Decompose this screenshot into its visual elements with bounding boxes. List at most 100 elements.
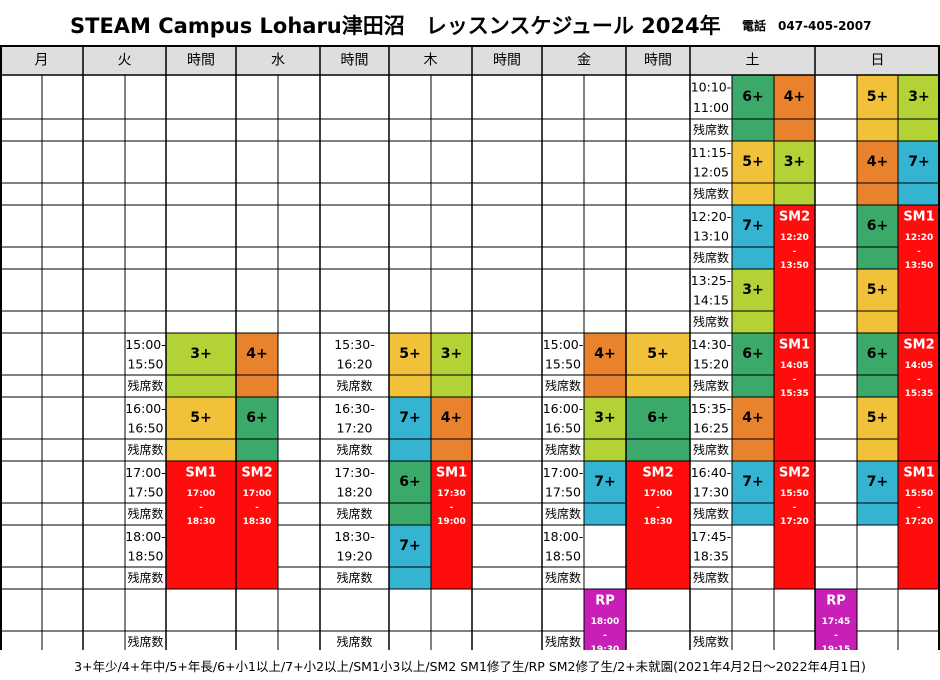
time-start: 18:00- bbox=[543, 529, 584, 544]
time-end: 17:20 bbox=[336, 421, 372, 436]
special-end: 17:20 bbox=[905, 517, 934, 527]
header-cell: 時間 bbox=[187, 53, 215, 69]
special-start: 18:00 bbox=[591, 617, 620, 627]
special-label: SM2 bbox=[779, 466, 810, 481]
special-end: 15:35 bbox=[905, 389, 934, 399]
special-dash: - bbox=[793, 503, 797, 513]
time-end: 16:20 bbox=[336, 357, 372, 372]
class-block bbox=[626, 397, 690, 461]
special-label: SM2 bbox=[642, 466, 673, 481]
phone-info: 電話 047-405-2007 bbox=[742, 17, 871, 34]
class-block bbox=[774, 75, 815, 141]
class-block bbox=[166, 333, 236, 397]
remaining-seats-label: 残席数 bbox=[127, 506, 163, 521]
special-end: 13:50 bbox=[780, 261, 809, 271]
special-dash: - bbox=[656, 503, 660, 513]
special-dash: - bbox=[917, 247, 921, 257]
class-label: 5+ bbox=[867, 282, 888, 298]
footer-legend: 3+年少/4+年中/5+年長/6+小1以上/7+小2以上/SM1小3以上/SM2… bbox=[74, 659, 866, 674]
class-label: 5+ bbox=[867, 410, 888, 426]
time-end: 16:50 bbox=[545, 421, 581, 436]
remaining-seats-label: 残席数 bbox=[693, 634, 729, 649]
class-block bbox=[857, 269, 898, 333]
schedule-fills bbox=[0, 46, 940, 650]
time-start: 18:00- bbox=[125, 529, 166, 544]
special-end: 13:50 bbox=[905, 261, 934, 271]
header-cell: 火 bbox=[118, 53, 132, 69]
class-label: 5+ bbox=[399, 346, 420, 362]
remaining-seats-label: 残席数 bbox=[336, 442, 372, 457]
class-label: 3+ bbox=[908, 89, 929, 105]
class-label: 4+ bbox=[867, 154, 888, 170]
special-label: RP bbox=[595, 594, 615, 609]
class-label: 4+ bbox=[246, 346, 267, 362]
class-label: 3+ bbox=[594, 410, 615, 426]
class-block bbox=[774, 141, 815, 205]
class-block bbox=[626, 333, 690, 397]
schedule-table: 3+ 4+ 5+ 6+ 5+ 3+ 7+ 4+ 6+ 7+ 4+ 5+ 3+ 6+ 7+ 6+ 4+ 5+ 3+ 7+… bbox=[0, 45, 940, 650]
phone-number: 047-405-2007 bbox=[778, 19, 872, 33]
special-label: RP bbox=[826, 594, 846, 609]
special-label: SM2 bbox=[903, 338, 934, 353]
time-start: 15:30- bbox=[334, 337, 375, 352]
special-block bbox=[774, 461, 815, 589]
special-start: 17:00 bbox=[243, 489, 272, 499]
class-label: 7+ bbox=[867, 474, 888, 490]
class-label: 6+ bbox=[742, 89, 763, 105]
class-block bbox=[898, 141, 940, 205]
remaining-seats-label: 残席数 bbox=[545, 634, 581, 649]
remaining-seats-label: 残席数 bbox=[545, 506, 581, 521]
header-cell: 土 bbox=[746, 53, 760, 69]
phone-label: 電話 bbox=[742, 19, 767, 33]
special-start: 12:20 bbox=[905, 233, 934, 243]
time-end: 17:50 bbox=[545, 485, 581, 500]
special-label: SM1 bbox=[185, 466, 216, 481]
special-dash: - bbox=[834, 631, 838, 641]
special-start: 17:00 bbox=[644, 489, 673, 499]
remaining-seats-label: 残席数 bbox=[127, 378, 163, 393]
special-dash: - bbox=[255, 503, 259, 513]
class-block bbox=[732, 397, 774, 461]
special-start: 15:50 bbox=[905, 489, 934, 499]
time-end: 14:15 bbox=[693, 293, 729, 308]
class-block bbox=[898, 75, 940, 141]
class-block bbox=[389, 333, 431, 397]
time-start: 16:40- bbox=[691, 465, 732, 480]
time-start: 16:00- bbox=[543, 401, 584, 416]
special-block bbox=[431, 461, 472, 589]
header-cell: 時間 bbox=[493, 53, 521, 69]
special-end: 18:30 bbox=[644, 517, 673, 527]
special-block bbox=[166, 461, 236, 589]
remaining-seats-label: 残席数 bbox=[693, 506, 729, 521]
header-cell: 月 bbox=[35, 53, 49, 69]
time-start: 17:00- bbox=[543, 465, 584, 480]
remaining-seats-label: 残席数 bbox=[545, 442, 581, 457]
remaining-seats-label: 残席数 bbox=[545, 570, 581, 585]
class-label: 7+ bbox=[742, 474, 763, 490]
time-end: 19:20 bbox=[336, 549, 372, 564]
class-block bbox=[166, 397, 236, 461]
special-block bbox=[898, 461, 940, 589]
time-end: 16:25 bbox=[693, 421, 729, 436]
remaining-seats-label: 残席数 bbox=[127, 634, 163, 649]
class-block bbox=[584, 333, 626, 397]
remaining-seats-label: 残席数 bbox=[693, 570, 729, 585]
special-label: SM2 bbox=[241, 466, 272, 481]
class-label: 7+ bbox=[908, 154, 929, 170]
special-end: 17:20 bbox=[780, 517, 809, 527]
header-cell: 木 bbox=[424, 53, 438, 69]
class-block bbox=[732, 333, 774, 397]
class-label: 4+ bbox=[594, 346, 615, 362]
remaining-seats-label: 残席数 bbox=[693, 250, 729, 265]
time-start: 15:35- bbox=[691, 401, 732, 416]
class-label: 4+ bbox=[784, 89, 805, 105]
class-block bbox=[732, 269, 774, 333]
class-block bbox=[732, 141, 774, 205]
remaining-seats-label: 残席数 bbox=[127, 442, 163, 457]
class-block bbox=[389, 397, 431, 461]
time-start: 14:30- bbox=[691, 337, 732, 352]
special-block bbox=[774, 333, 815, 461]
special-dash: - bbox=[603, 631, 607, 641]
time-end: 16:50 bbox=[127, 421, 163, 436]
special-dash: - bbox=[793, 247, 797, 257]
